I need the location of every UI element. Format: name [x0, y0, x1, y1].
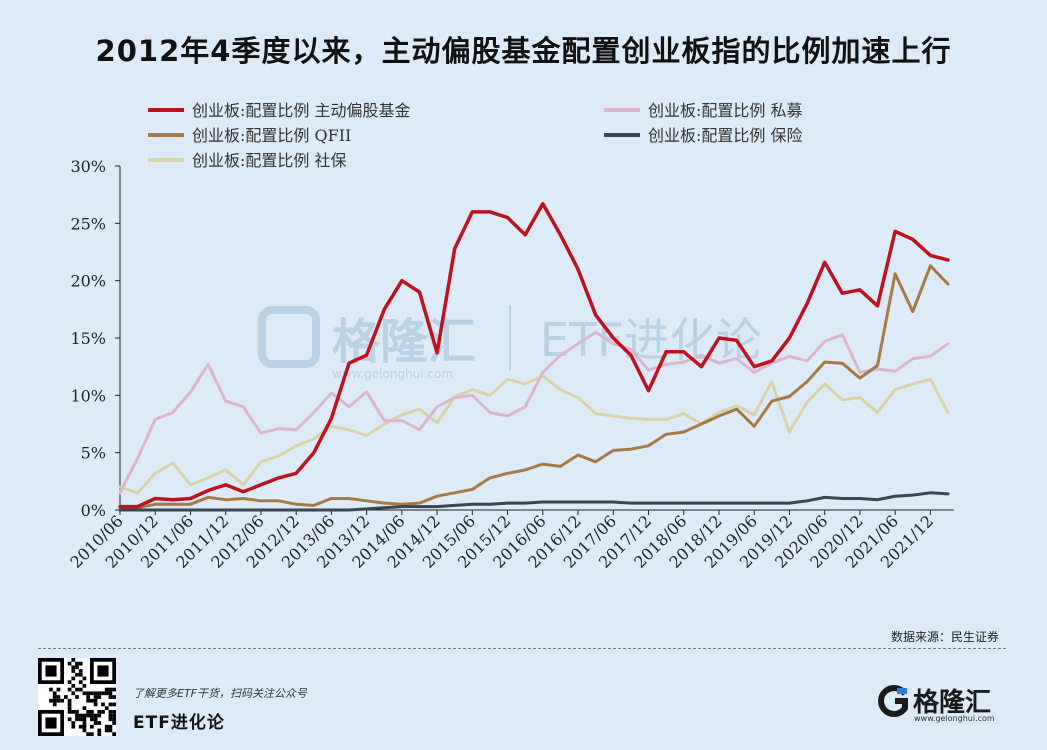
watermark-url: www.gelonghui.com	[332, 367, 453, 381]
footer-slogan: 了解更多ETF干货，扫码关注公众号	[133, 687, 307, 700]
y-tick-label: 25%	[70, 214, 106, 233]
legend-label-4: 创业板:配置比例 社保	[192, 151, 346, 170]
brand-logo: 格隆汇 www.gelonghui.com	[875, 678, 1015, 728]
legend-label-1: 创业板:配置比例 私募	[648, 101, 802, 120]
series-layer	[118, 202, 950, 512]
series-line-4	[118, 374, 950, 495]
series-line-2	[118, 264, 950, 510]
series-line-3	[118, 491, 950, 512]
legend-label-2: 创业板:配置比例 QFII	[192, 126, 351, 145]
brand-name: 格隆汇	[913, 688, 992, 718]
y-tick-label: 20%	[70, 272, 106, 291]
watermark-logo-icon	[258, 306, 320, 368]
y-tick-label: 0%	[81, 501, 106, 520]
series-line-0	[118, 202, 950, 509]
brand-url: www.gelonghui.com	[914, 714, 995, 723]
watermark: 格隆汇 www.gelonghui.com ETF进化论	[258, 305, 762, 381]
legend-label-0: 创业板:配置比例 主动偏股基金	[192, 101, 410, 120]
data-source: 数据来源：民生证券	[890, 630, 999, 644]
brand-logo-icon	[878, 685, 908, 717]
series-line-1	[118, 330, 950, 495]
legend-label-3: 创业板:配置比例 保险	[648, 126, 802, 145]
chart-area: 格隆汇 www.gelonghui.com ETF进化论 0% 5% 10% 15% 2…	[66, 101, 954, 572]
y-tick-label: 30%	[70, 157, 106, 176]
footer-account: ETF进化论	[133, 713, 225, 733]
y-tick-label: 5%	[81, 444, 106, 463]
footer-divider	[38, 648, 1006, 649]
y-tick-label: 10%	[70, 386, 106, 405]
qr-code-icon	[38, 658, 116, 736]
y-tick-label: 15%	[70, 329, 106, 348]
chart-title: 2012年4季度以来，主动偏股基金配置创业板指的比例加速上行	[95, 34, 952, 68]
